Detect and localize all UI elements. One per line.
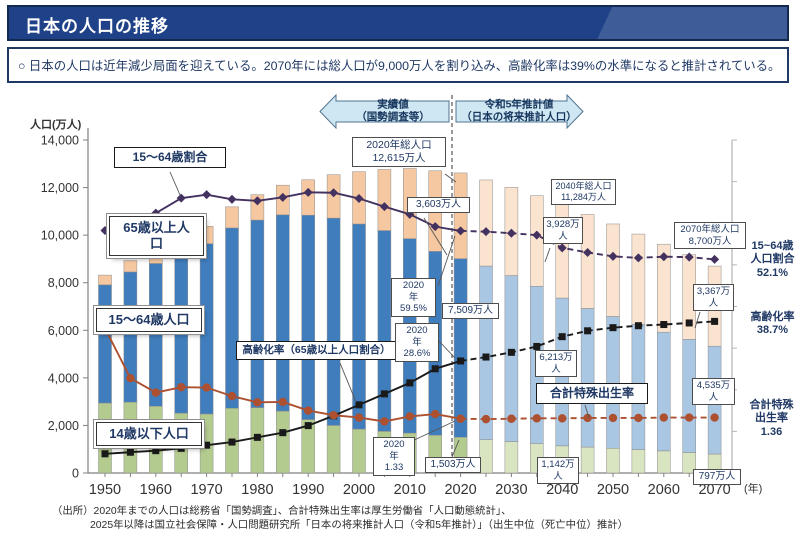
summary-note-box: ○ 日本の人口は近年減少局面を迎えている。2070年には総人口が9,000万人を… — [7, 47, 789, 83]
summary-note-text: ○ 日本の人口は近年減少局面を迎えている。2070年には総人口が9,000万人を… — [18, 59, 781, 73]
svg-text:（国勢調査等）: （国勢調査等） — [356, 110, 430, 123]
svg-text:2000: 2000 — [343, 482, 375, 498]
svg-text:人口(万人): 人口(万人) — [30, 117, 82, 131]
source-note: （出所）2020年までの人口は総務省「国勢調査」、合計特殊出生率は厚生労働省「人… — [52, 505, 628, 532]
svg-text:実績値: 実績値 — [377, 98, 409, 111]
svg-text:1980: 1980 — [241, 482, 273, 498]
svg-text:1990: 1990 — [292, 482, 324, 498]
svg-text:4,000: 4,000 — [48, 371, 79, 385]
svg-text:(年): (年) — [744, 481, 762, 495]
svg-text:12,000: 12,000 — [41, 181, 79, 195]
svg-text:8,000: 8,000 — [48, 276, 79, 290]
svg-text:2,000: 2,000 — [48, 419, 79, 433]
svg-text:2050: 2050 — [597, 482, 629, 498]
svg-text:6,000: 6,000 — [48, 324, 79, 338]
svg-text:14,000: 14,000 — [41, 134, 79, 148]
population-chart: 0 2,000 4,000 6,000 8,000 10,000 12,000 14,000 1… — [30, 93, 762, 498]
svg-text:2040: 2040 — [546, 482, 578, 498]
source-line-2: 2025年以降は国立社会保障・人口問題研究所「日本の将来推計人口（令和5年推計）… — [90, 519, 629, 531]
svg-text:1970: 1970 — [190, 482, 222, 498]
svg-text:2020: 2020 — [444, 482, 476, 498]
svg-text:0: 0 — [72, 467, 79, 481]
svg-text:1950: 1950 — [89, 482, 121, 498]
source-line-1: （出所）2020年までの人口は総務省「国勢調査」、合計特殊出生率は厚生労働省「人… — [52, 506, 512, 517]
svg-text:10,000: 10,000 — [41, 229, 79, 243]
svg-text:2010: 2010 — [394, 482, 426, 498]
page-title: 日本の人口の推移 — [25, 17, 169, 36]
svg-text:1960: 1960 — [140, 482, 172, 498]
svg-text:2060: 2060 — [648, 482, 680, 498]
svg-text:2070: 2070 — [698, 482, 730, 498]
svg-text:（日本の将来推計人口）: （日本の将来推計人口） — [461, 110, 577, 123]
svg-text:令和5年推計値: 令和5年推計値 — [484, 98, 554, 111]
svg-text:2030: 2030 — [495, 482, 527, 498]
header-banner: 日本の人口の推移 — [7, 5, 789, 41]
